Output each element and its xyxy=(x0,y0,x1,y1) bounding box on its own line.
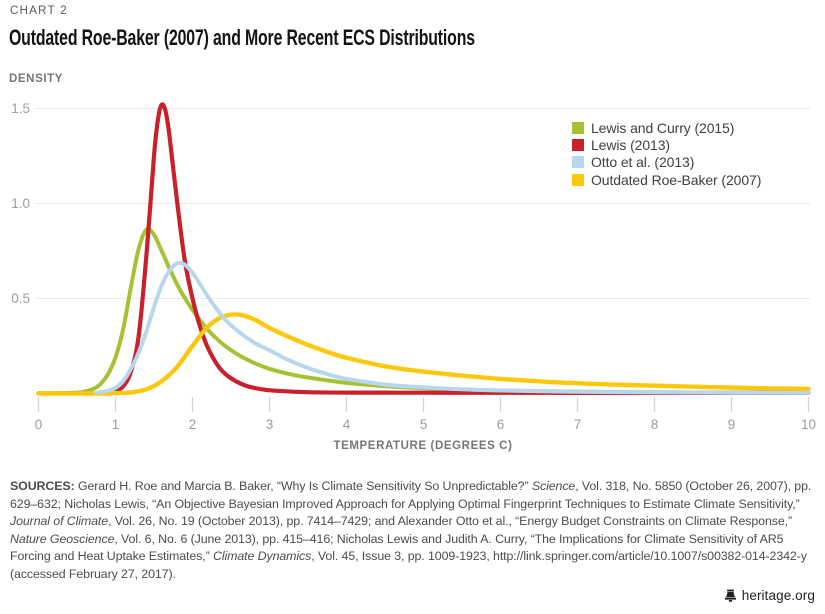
page-title: Outdated Roe-Baker (2007) and More Recen… xyxy=(9,25,475,50)
sources-label: SOURCES: xyxy=(10,479,78,493)
x-tick-label: 5 xyxy=(420,417,428,432)
source-journal: Nature Geoscience xyxy=(10,531,115,546)
source-text: , Vol. 318, No. 5850 (October 26, 2007),… xyxy=(10,479,812,511)
heritage-bell-icon xyxy=(724,589,736,602)
source-text: , Vol. 6, No. 6 (June 2013), pp. 415–416… xyxy=(10,531,784,564)
y-tick-label: 1.0 xyxy=(11,196,30,211)
y-tick-label: 1.5 xyxy=(11,101,30,116)
x-tick-label: 8 xyxy=(651,417,659,432)
x-tick-label: 1 xyxy=(112,417,120,432)
curve-lewis-2013 xyxy=(98,102,811,396)
legend-label: Lewis (2013) xyxy=(591,137,670,154)
x-tick-label: 6 xyxy=(497,417,505,432)
x-tick-label: 0 xyxy=(35,417,43,432)
source-journal: Journal of Climate xyxy=(10,514,109,528)
legend-item-lewis-curry-2015: Lewis and Curry (2015) xyxy=(572,119,761,136)
y-tick-label: 0.5 xyxy=(11,291,30,306)
legend-swatch xyxy=(572,139,584,152)
legend-swatch xyxy=(572,173,584,186)
brand-footer: heritage.org xyxy=(724,588,815,603)
legend-item-otto-2013: Otto et al. (2013) xyxy=(572,154,761,171)
source-text: , Vol. 26, No. 19 (October 2013), pp. 74… xyxy=(108,514,793,528)
y-axis-title: DENSITY xyxy=(9,73,64,85)
x-tick-label: 4 xyxy=(343,417,351,432)
x-tick-label: 7 xyxy=(574,417,582,432)
sources-note: SOURCES: Gerard H. Roe and Marcia B. Bak… xyxy=(10,478,818,583)
legend-label: Outdated Roe-Baker (2007) xyxy=(591,171,762,188)
x-tick-label: 10 xyxy=(801,417,816,432)
legend-swatch xyxy=(572,156,584,169)
x-tick-label: 9 xyxy=(728,417,736,432)
source-journal: Climate Dynamics xyxy=(213,549,312,563)
curve-otto-2013 xyxy=(94,260,811,395)
legend-item-roe-baker-2007: Outdated Roe-Baker (2007) xyxy=(572,171,761,188)
legend-swatch xyxy=(572,121,584,134)
legend-label: Lewis and Curry (2015) xyxy=(591,119,735,136)
legend-label: Otto et al. (2013) xyxy=(591,154,695,171)
x-tick-label: 2 xyxy=(189,417,197,432)
legend: Lewis and Curry (2015) Lewis (2013) Otto e… xyxy=(572,119,761,189)
brand-text: heritage.org xyxy=(741,588,815,603)
chart-kicker: CHART 2 xyxy=(10,5,68,17)
source-text: , Vol. 45, Issue 3, pp. 1009-1923, http:… xyxy=(10,549,807,581)
x-tick-label: 3 xyxy=(266,417,274,432)
legend-item-lewis-2013: Lewis (2013) xyxy=(572,136,761,153)
source-journal: Science xyxy=(531,479,576,493)
x-axis-title: TEMPERATURE (DEGREES C) xyxy=(333,440,513,452)
curve-roe-baker-2007 xyxy=(36,312,811,396)
source-text: Gerard H. Roe and Marcia B. Baker, “Why … xyxy=(77,479,532,493)
